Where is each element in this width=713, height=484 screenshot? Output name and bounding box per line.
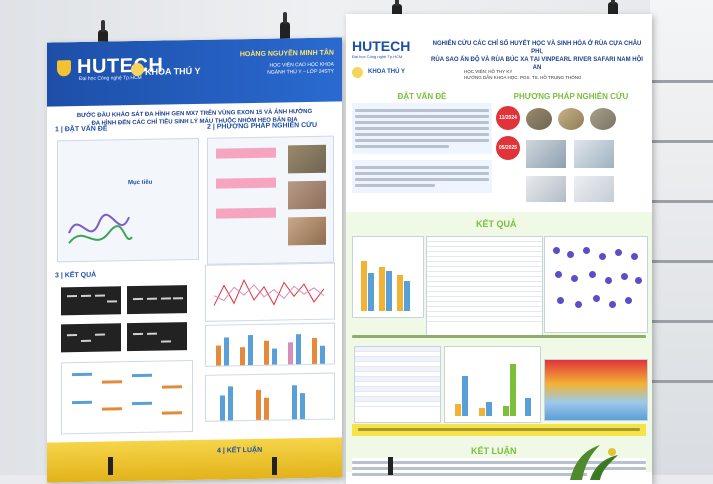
window-blinds	[650, 0, 713, 475]
shield-icon	[57, 59, 71, 76]
bar-chart	[205, 322, 335, 367]
right-poster: HUTECH Đại học Công nghệ Tp.HCM KHOA THÚ…	[346, 14, 652, 484]
title-line: RÙA SAO ẤN ĐỘ VÀ RÙA BÚC XA TẠI VINPEARL…	[431, 57, 643, 71]
poster-stand-leg	[272, 457, 277, 475]
intro-column: ĐẶT VẤN ĐỀ	[352, 92, 492, 217]
protein-structure-image	[68, 213, 133, 244]
pig-photo	[288, 180, 326, 210]
logo-subtitle: Đại học Công nghệ Tp.HCM	[352, 54, 403, 59]
section-heading: 1 | ĐẶT VẤN ĐỀ	[55, 125, 108, 134]
logo-text: HUTECH	[352, 38, 411, 54]
bar-chart	[444, 346, 541, 423]
date-badge: 11/2024	[496, 106, 520, 130]
results-table	[426, 236, 543, 338]
logo-subtitle: Đại học Công nghệ Tp.HCM	[79, 74, 142, 83]
poster-header: HUTECH Đại học Công nghệ Tp.HCM KHOA THÚ…	[47, 37, 342, 107]
lab-equipment-photo	[526, 176, 566, 202]
results-caption	[352, 332, 646, 342]
section-heading: KẾT QUẢ	[476, 219, 517, 229]
faculty-name: KHOA THÚ Y	[145, 65, 201, 77]
section-heading: 4 | KẾT LUẬN	[217, 446, 263, 455]
date-badge: 05/2025	[496, 136, 520, 160]
dot-plot-graphic	[72, 372, 182, 415]
poster-footer: 4 | KẾT LUẬN	[47, 437, 342, 483]
turtle-photo	[590, 108, 616, 130]
line-chart-graphic	[213, 278, 325, 306]
faculty-emblem-icon	[352, 67, 363, 78]
gel-image	[61, 323, 121, 353]
bar-chart	[205, 372, 335, 422]
flow-box	[216, 177, 276, 189]
binder-clip	[608, 0, 618, 24]
student-name: HỌC VIÊN: HỒ THY KY	[464, 69, 513, 74]
methods-panel	[207, 135, 334, 265]
pig-photo	[288, 216, 326, 246]
poster-stand-leg	[388, 457, 393, 475]
poster-meta: HỌC VIÊN: HỒ THY KY HƯỚNG DẪN KHOA HỌC: …	[464, 69, 581, 81]
lab-equipment-photo	[574, 140, 614, 168]
flow-box	[216, 207, 276, 219]
date-text: 11/2024	[499, 115, 517, 121]
bar-chart	[352, 236, 424, 318]
title-line: NGHIÊN CỨU CÁC CHỈ SỐ HUYẾT HỌC VÀ SINH …	[432, 41, 642, 55]
line-chart	[205, 262, 335, 322]
advisor-name: HƯỚNG DẪN KHOA HỌC: PGS. TS. HỒ TRUNG TH…	[464, 75, 582, 80]
plant-foreground	[570, 445, 618, 480]
gel-image	[127, 285, 187, 315]
lab-equipment-photo	[574, 176, 614, 202]
section-heading: PHƯƠNG PHÁP NGHIÊN CỨU	[513, 92, 629, 101]
author-name: HOÀNG NGUYỄN MINH TÂN	[239, 49, 334, 59]
left-poster: HUTECH Đại học Công nghệ Tp.HCM KHOA THÚ…	[47, 37, 342, 483]
binder-clip	[280, 12, 290, 44]
turtle-photo	[558, 108, 584, 130]
date-text: 05/2025	[498, 145, 518, 151]
gel-image	[61, 286, 121, 316]
flow-box	[216, 147, 276, 159]
intro-text-box	[352, 103, 492, 154]
objective-label: Mục tiêu	[128, 179, 153, 187]
author-info: HỌC VIÊN CAO HỌC KHOA NGÀNH THÚ Y – LỚP …	[267, 62, 334, 77]
gel-image	[127, 322, 187, 352]
poster-stand-leg	[108, 457, 113, 475]
dot-plot	[61, 360, 193, 435]
objective-text-box	[352, 160, 492, 193]
author-info-line: NGÀNH THÚ Y – LỚP 24STY	[267, 68, 334, 76]
results-table	[354, 346, 441, 423]
intro-panel: Mục tiêu	[57, 137, 199, 263]
methods-column: PHƯƠNG PHÁP NGHIÊN CỨU 11/2024 05/2025	[496, 92, 646, 217]
highlight-note	[352, 424, 646, 436]
lab-equipment-photo	[526, 140, 566, 168]
section-heading: 3 | KẾT QUẢ	[55, 271, 97, 280]
blood-cell-images	[544, 236, 648, 333]
faculty-name: KHOA THÚ Y	[368, 69, 406, 75]
heatmap-chart	[544, 359, 648, 421]
lab-photo	[288, 144, 326, 174]
turtle-photo	[526, 108, 552, 130]
poster-header: HUTECH Đại học Công nghệ Tp.HCM KHOA THÚ…	[346, 14, 652, 80]
poster-title: NGHIÊN CỨU CÁC CHỈ SỐ HUYẾT HỌC VÀ SINH …	[428, 40, 646, 72]
section-heading: KẾT LUẬN	[471, 446, 517, 456]
section-heading: 2 | PHƯƠNG PHÁP NGHIÊN CỨU	[207, 121, 318, 131]
section-heading: ĐẶT VẤN ĐỀ	[397, 92, 447, 101]
